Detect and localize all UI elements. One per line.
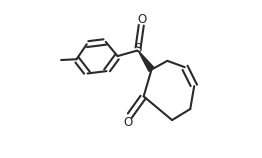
Text: S: S xyxy=(134,43,142,55)
Text: O: O xyxy=(138,13,147,26)
Text: O: O xyxy=(123,116,133,129)
Polygon shape xyxy=(138,51,154,71)
